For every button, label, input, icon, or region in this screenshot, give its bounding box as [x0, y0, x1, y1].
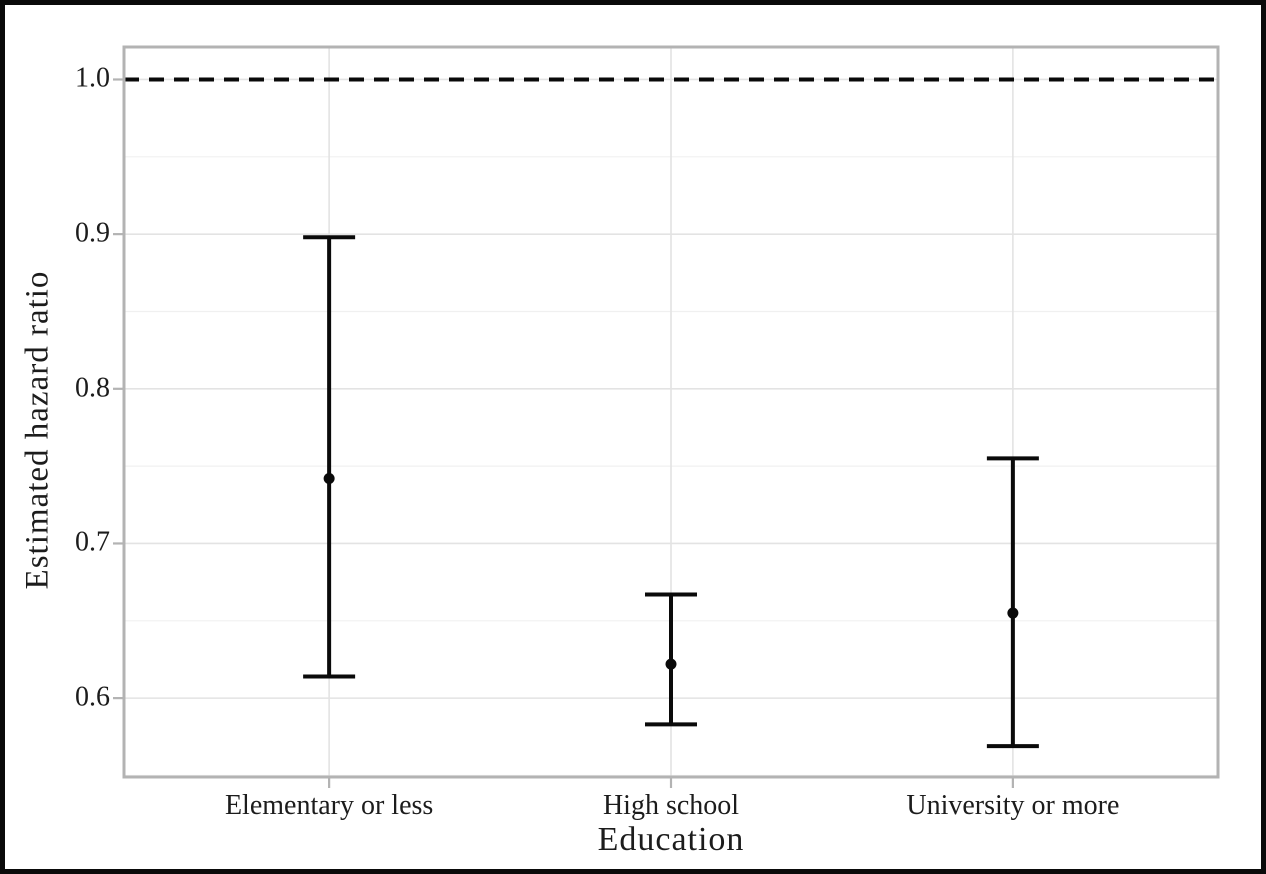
x-category-label: University or more [906, 790, 1120, 821]
y-tick-label: 0.7 [75, 526, 110, 558]
y-tick-label: 0.8 [75, 372, 110, 404]
x-category-label: High school [602, 790, 740, 821]
y-tick-label: 0.9 [75, 217, 110, 249]
x-category-label: Elementary or less [224, 790, 434, 821]
point-estimate-marker [1007, 607, 1019, 619]
y-tick-label: 1.0 [75, 62, 110, 94]
y-tick-label: 0.6 [75, 681, 110, 713]
x-axis-title: Education [597, 821, 745, 858]
point-estimate-marker [323, 473, 335, 485]
point-estimate-marker [665, 658, 677, 670]
panel-border [122, 45, 1220, 779]
